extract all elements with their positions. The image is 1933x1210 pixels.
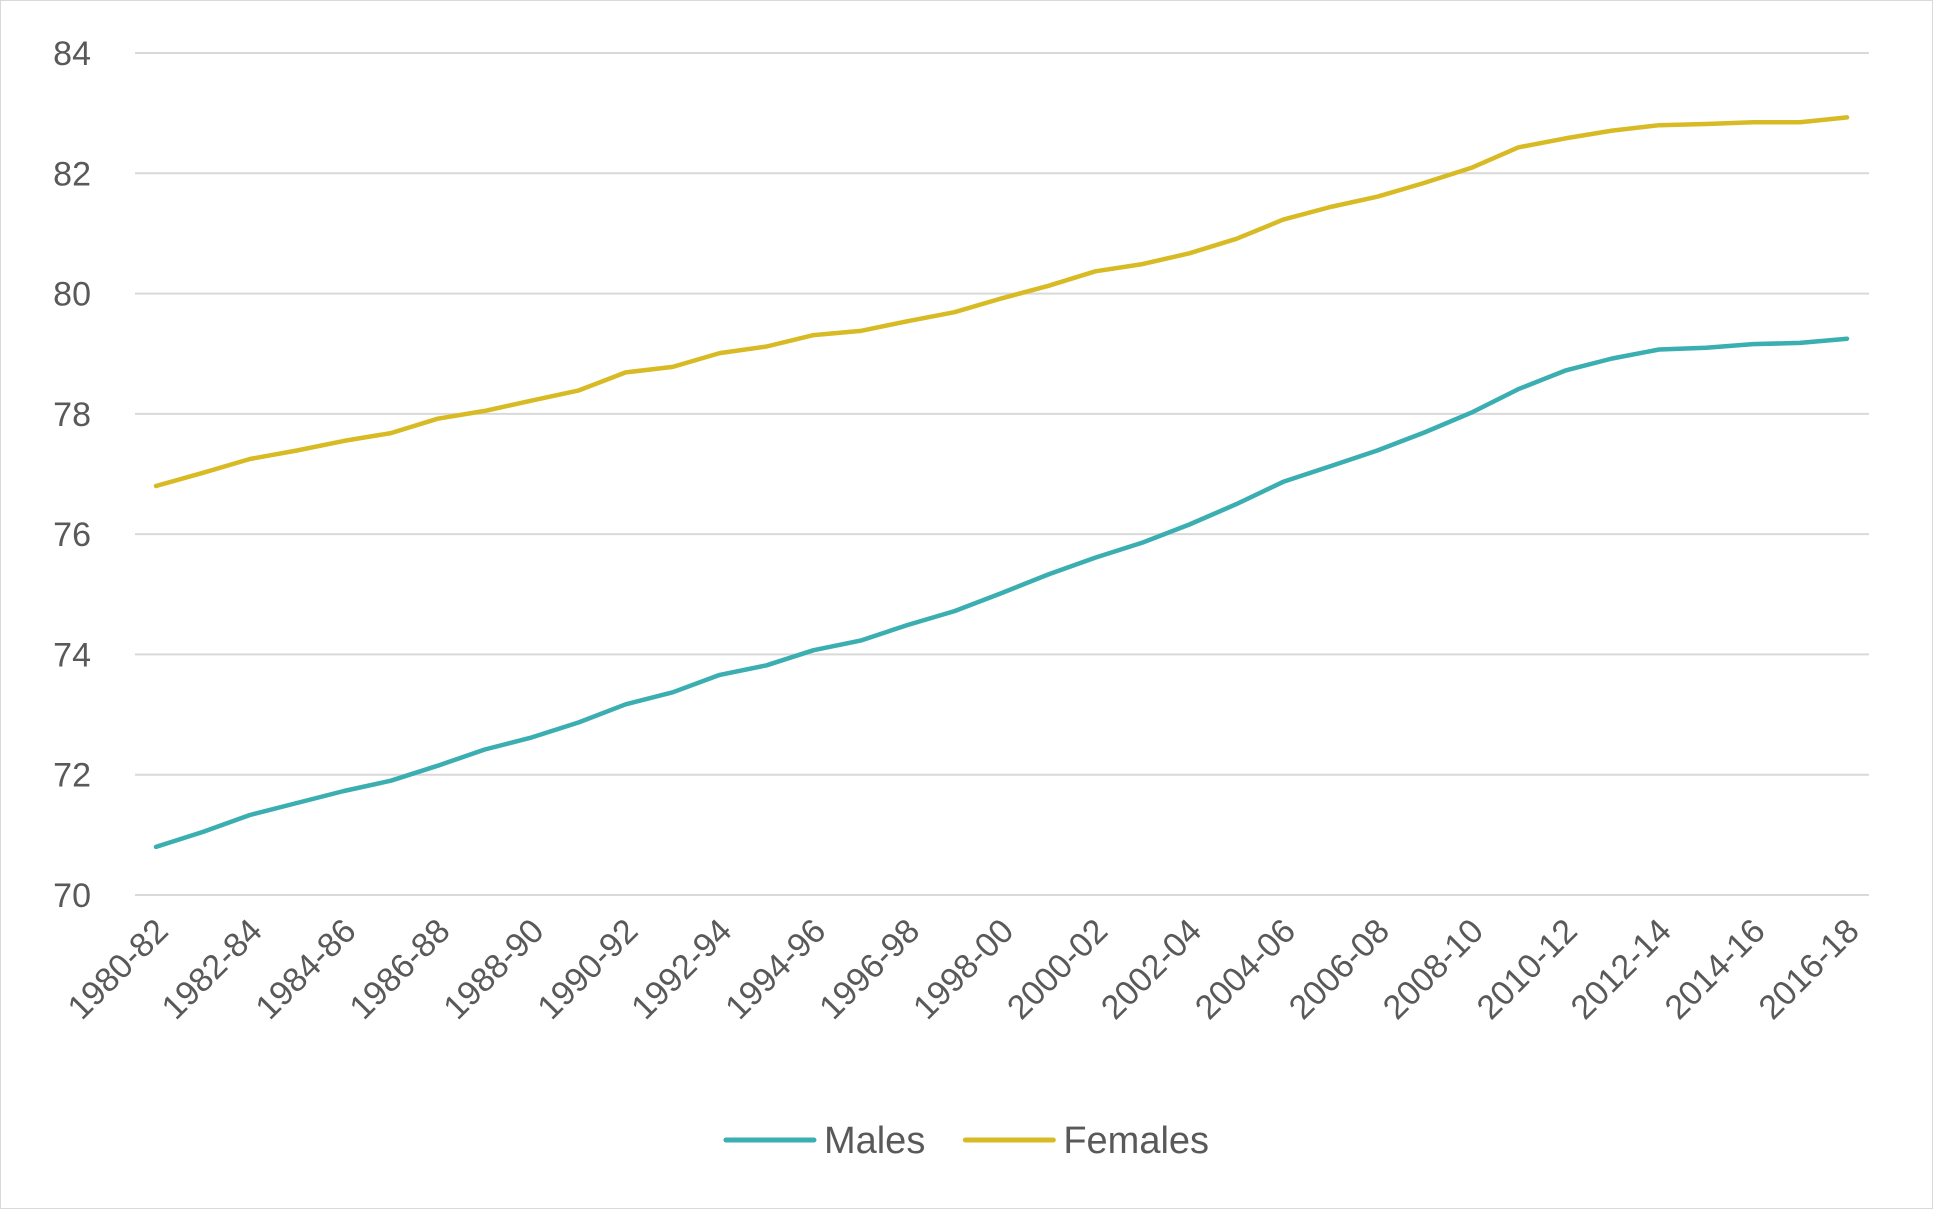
y-tick-label: 70: [53, 877, 91, 915]
legend-label-males: Males: [824, 1120, 925, 1162]
x-tick-label: 1988-90: [436, 912, 551, 1027]
series-line-males: [153, 336, 1850, 850]
x-tick-label: 1984-86: [248, 912, 363, 1027]
x-tick-label: 1996-98: [812, 912, 927, 1027]
y-tick-label: 80: [53, 276, 91, 314]
y-tick-label: 76: [53, 516, 91, 554]
y-tick-label: 72: [53, 757, 91, 795]
x-tick-label: 1986-88: [342, 912, 457, 1027]
x-tick-label: 2014-16: [1658, 912, 1773, 1027]
y-tick-label: 74: [53, 636, 91, 674]
y-tick-label: 84: [53, 35, 91, 73]
x-tick-label: 2012-14: [1564, 912, 1679, 1027]
x-tick-label: 2008-10: [1376, 912, 1491, 1027]
x-tick-label: 1994-96: [718, 912, 833, 1027]
x-tick-label: 2016-18: [1752, 912, 1867, 1027]
x-tick-label: 2000-02: [1000, 912, 1115, 1027]
legend-label-females: Females: [1063, 1120, 1209, 1162]
x-tick-label: 1992-94: [624, 912, 739, 1027]
x-tick-label: 2006-08: [1282, 912, 1397, 1027]
gridlines: [135, 52, 1869, 896]
x-tick-label: 2004-06: [1188, 912, 1303, 1027]
x-tick-label: 1980-82: [61, 912, 176, 1027]
series-line-females: [153, 115, 1850, 489]
x-tick-label: 1998-00: [906, 912, 1021, 1027]
x-axis-ticks: 1980-821982-841984-861986-881988-901990-…: [61, 912, 1867, 1027]
x-tick-label: 1982-84: [154, 912, 269, 1027]
y-axis-ticks: 70 72 74 76 78 80 82 84: [53, 35, 91, 915]
y-tick-label: 78: [53, 396, 91, 434]
y-tick-label: 82: [53, 155, 91, 193]
series-lines: [153, 115, 1850, 850]
x-tick-label: 2010-12: [1470, 912, 1585, 1027]
x-tick-label: 1990-92: [530, 912, 645, 1027]
legend: Males Females: [723, 1120, 1209, 1162]
x-tick-label: 2002-04: [1094, 912, 1209, 1027]
